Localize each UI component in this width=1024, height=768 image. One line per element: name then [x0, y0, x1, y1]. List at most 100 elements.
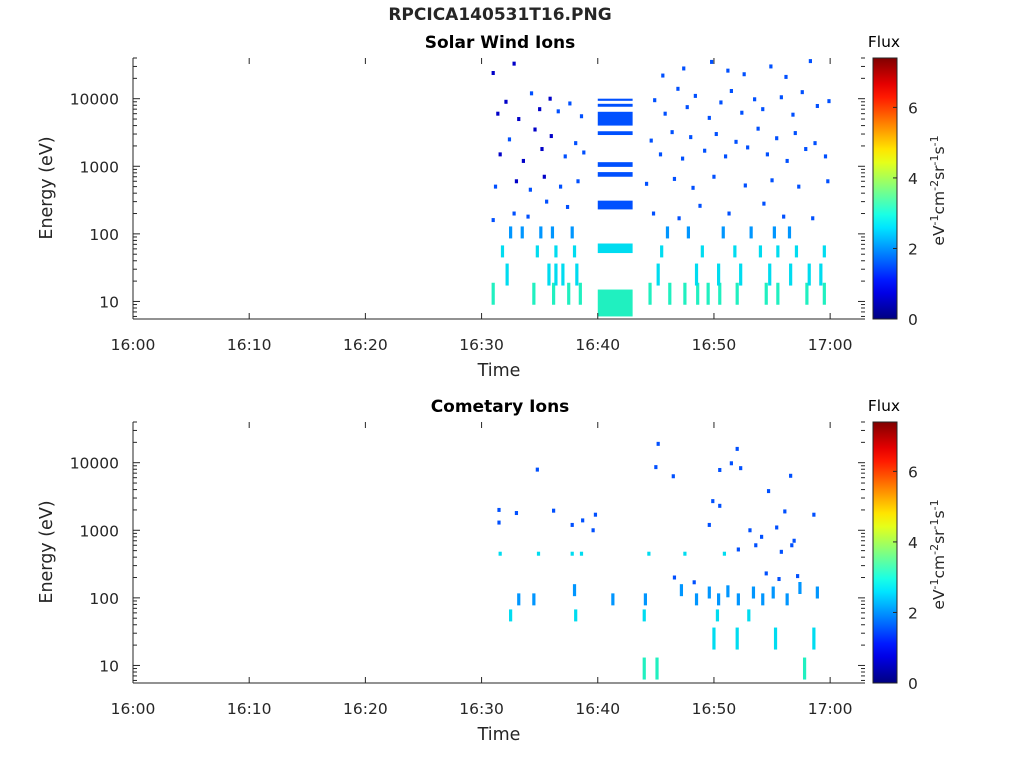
data-cell [497, 520, 501, 525]
x-tick-label: 16:40 [575, 336, 620, 354]
data-cell [554, 263, 558, 286]
data-cell [538, 107, 542, 112]
x-tick-label: 16:30 [459, 700, 504, 718]
data-cell [540, 147, 544, 152]
data-cell [683, 282, 687, 305]
data-cell [563, 154, 567, 159]
data-cell [552, 508, 556, 513]
data-cell [507, 137, 512, 142]
data-cell [517, 593, 521, 606]
data-cell [568, 101, 572, 106]
data-cell [812, 512, 816, 517]
data-cell [694, 593, 699, 606]
x-tick-label: 16:30 [459, 336, 504, 354]
data-cell [758, 245, 763, 258]
data-cell [822, 245, 826, 258]
data-cell [779, 95, 783, 100]
data-cell [775, 525, 779, 530]
figure-title: RPCICA140531T16.PNG [388, 5, 612, 25]
colorbar-tick-label: 0 [908, 675, 918, 693]
data-cell [727, 211, 731, 216]
data-cell [807, 263, 811, 286]
data-cell [558, 184, 563, 189]
data-cell [658, 152, 663, 157]
data-cell [736, 547, 740, 552]
colorbar-title: Flux [868, 33, 900, 51]
data-cell [715, 609, 720, 622]
data-cell [751, 586, 756, 599]
data-cell [542, 174, 546, 179]
data-band [597, 243, 633, 254]
data-cell [549, 134, 553, 139]
data-band [597, 289, 633, 317]
data-cell [761, 593, 765, 606]
data-cell [575, 263, 579, 286]
data-cell [747, 609, 751, 622]
data-cell [497, 507, 501, 512]
data-cell [677, 216, 681, 221]
data-cell [696, 282, 700, 305]
cometary-panel: Cometary Ions Time Energy (eV) Flux 16:0… [37, 397, 948, 745]
data-cell [707, 522, 711, 527]
y-tick-label: 10000 [70, 455, 119, 473]
data-cell [729, 461, 733, 466]
data-band [597, 98, 633, 101]
data-cell [509, 226, 513, 239]
colorbar-tick-label: 4 [908, 170, 918, 188]
data-cell [648, 282, 652, 305]
data-cell [509, 609, 513, 622]
data-cell [491, 282, 495, 305]
data-cell [787, 226, 792, 239]
colorbar-label: eV-1cm-2sr-1s-1 [928, 135, 949, 245]
data-cell [759, 534, 764, 539]
panel-title: Cometary Ions [431, 397, 570, 417]
data-cell [520, 226, 524, 239]
data-cell [539, 226, 543, 239]
data-cell [770, 178, 774, 183]
y-tick-label: 1000 [80, 522, 119, 540]
data-cell [789, 263, 793, 286]
data-cell [812, 627, 816, 650]
data-cell [718, 503, 722, 508]
data-cell [528, 187, 532, 192]
data-cell [663, 111, 667, 116]
data-cell [535, 245, 539, 258]
data-cell [591, 528, 595, 533]
data-cell [649, 138, 653, 143]
data-cell [823, 154, 828, 159]
data-cell [790, 543, 794, 548]
data-cell [789, 473, 793, 478]
data-cell [746, 145, 750, 150]
data-cell [717, 263, 721, 286]
data-cell [565, 204, 570, 209]
data-cell [656, 441, 660, 446]
data-cell [660, 245, 664, 258]
data-cell [554, 245, 558, 258]
x-tick-label: 16:20 [343, 700, 388, 718]
data-cell [665, 226, 670, 239]
x-tick-label: 16:00 [111, 336, 156, 354]
data-cell [536, 551, 541, 556]
x-tick-label: 16:10 [227, 336, 272, 354]
data-cell [707, 115, 711, 120]
data-cell [593, 512, 598, 517]
data-band [597, 111, 633, 126]
data-cell [692, 580, 696, 585]
data-cell [532, 593, 536, 606]
data-cell [736, 593, 740, 606]
data-cell [529, 91, 534, 96]
data-cell [754, 543, 758, 548]
data-cell [743, 183, 747, 188]
data-cell [656, 263, 660, 286]
y-tick-label: 10000 [70, 91, 119, 109]
x-tick-label: 16:50 [692, 336, 737, 354]
data-cell [706, 282, 710, 305]
data-cell [765, 152, 769, 157]
data-cell [676, 86, 680, 91]
data-cell [719, 100, 723, 105]
data-cell [655, 657, 659, 680]
data-cell [742, 72, 746, 77]
data-cell [693, 93, 697, 98]
data-cell [707, 586, 711, 599]
data-cell [498, 551, 502, 556]
